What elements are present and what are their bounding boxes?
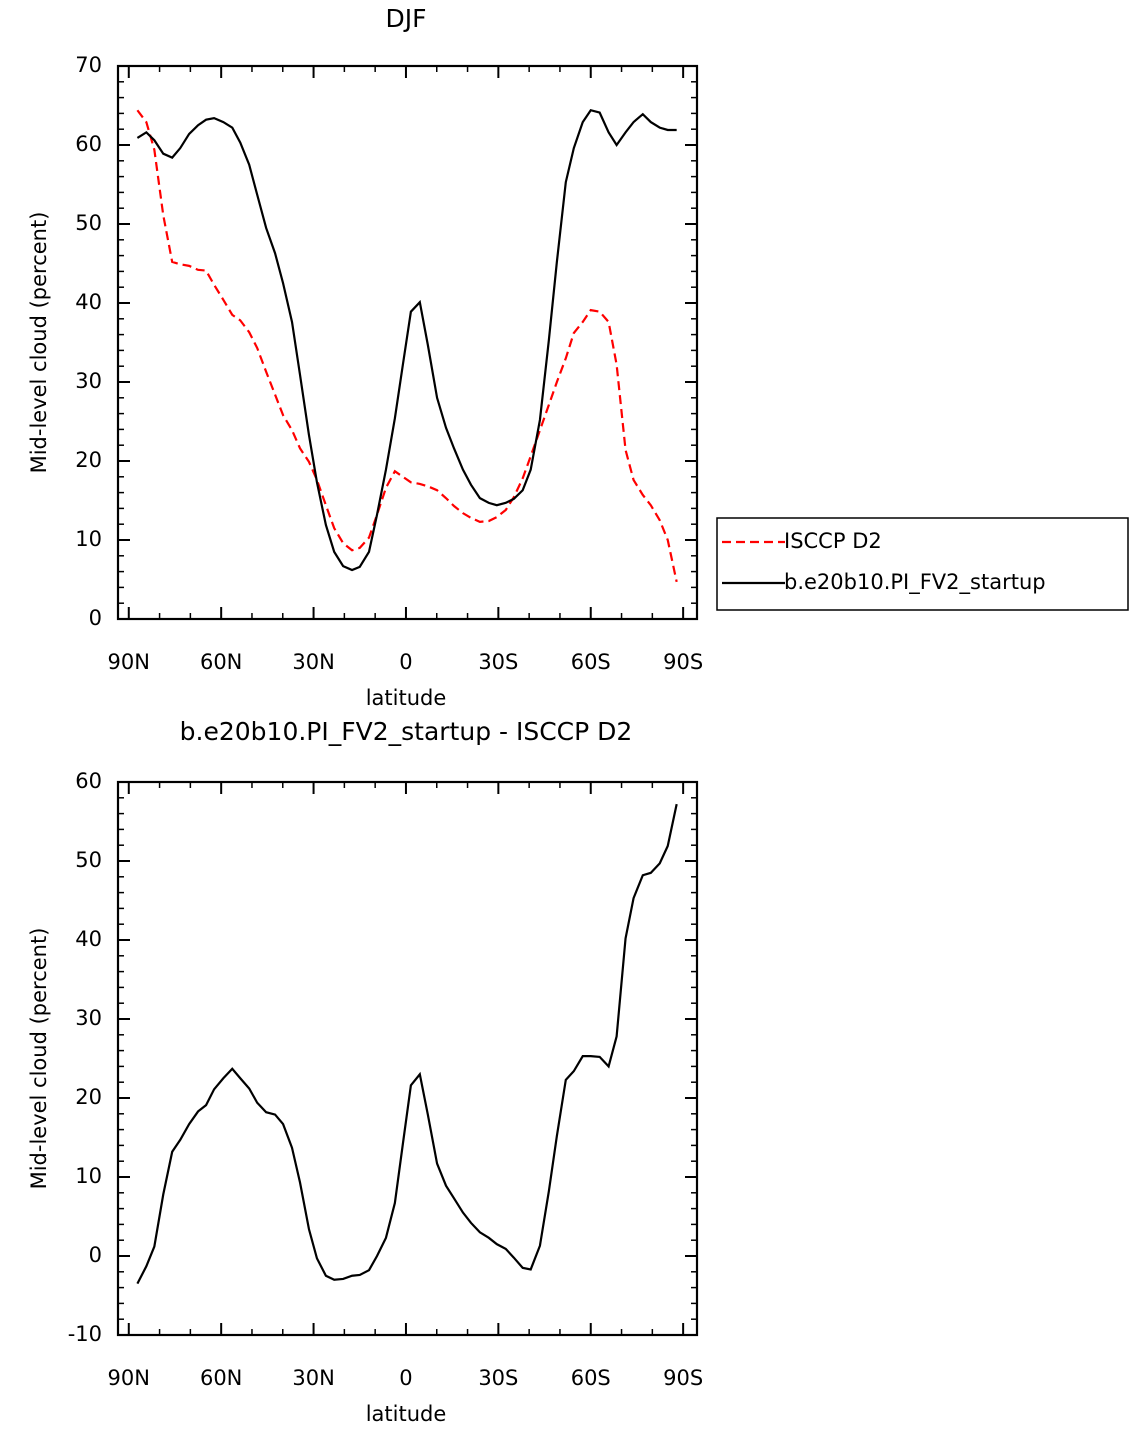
- y-tick-label: 0: [89, 606, 102, 630]
- x-tick-label: 30S: [478, 1366, 518, 1390]
- y-tick-label: 30: [75, 1006, 102, 1030]
- x-tick-label: 90S: [663, 1366, 703, 1390]
- legend-label: b.e20b10.PI_FV2_startup: [784, 570, 1046, 595]
- chart-title: b.e20b10.PI_FV2_startup - ISCCP D2: [180, 717, 633, 746]
- y-tick-label: 70: [75, 53, 102, 77]
- x-tick-label: 60S: [571, 1366, 611, 1390]
- y-tick-label: 50: [75, 848, 102, 872]
- y-tick-label: 60: [75, 769, 102, 793]
- data-line: [136, 108, 677, 572]
- x-tick-label: 0: [399, 650, 412, 674]
- y-tick-label: -10: [68, 1322, 102, 1346]
- plot-frame: [116, 64, 699, 621]
- x-tick-label: 60N: [200, 650, 242, 674]
- y-tick-label: 10: [75, 527, 102, 551]
- x-tick-label: 90N: [108, 650, 150, 674]
- x-tick-label: 0: [399, 1366, 412, 1390]
- data-line: [136, 803, 678, 1285]
- y-tick-label: 40: [75, 927, 102, 951]
- x-tick-label: 30N: [292, 1366, 334, 1390]
- x-tick-label: 30N: [292, 650, 334, 674]
- y-tick-label: 40: [75, 290, 102, 314]
- y-tick-label: 30: [75, 369, 102, 393]
- legend-label: ISCCP D2: [784, 529, 882, 553]
- x-tick-label: 90N: [108, 1366, 150, 1390]
- x-tick-label: 90S: [663, 650, 703, 674]
- x-tick-label: 60S: [571, 650, 611, 674]
- y-tick-label: 10: [75, 1164, 102, 1188]
- chart-title: DJF: [385, 4, 426, 33]
- x-axis-label: latitude: [366, 1402, 447, 1426]
- legend-box: [716, 517, 1129, 611]
- data-line: [136, 109, 678, 583]
- y-tick-label: 20: [75, 1085, 102, 1109]
- plot-frame: [116, 780, 699, 1337]
- y-axis-label: Mid-level cloud (percent): [27, 928, 51, 1190]
- x-axis-label: latitude: [366, 686, 447, 710]
- y-tick-label: 60: [75, 132, 102, 156]
- y-tick-label: 20: [75, 448, 102, 472]
- x-tick-label: 30S: [478, 650, 518, 674]
- y-tick-label: 0: [89, 1243, 102, 1267]
- y-axis-label: Mid-level cloud (percent): [27, 212, 51, 474]
- x-tick-label: 60N: [200, 1366, 242, 1390]
- y-tick-label: 50: [75, 211, 102, 235]
